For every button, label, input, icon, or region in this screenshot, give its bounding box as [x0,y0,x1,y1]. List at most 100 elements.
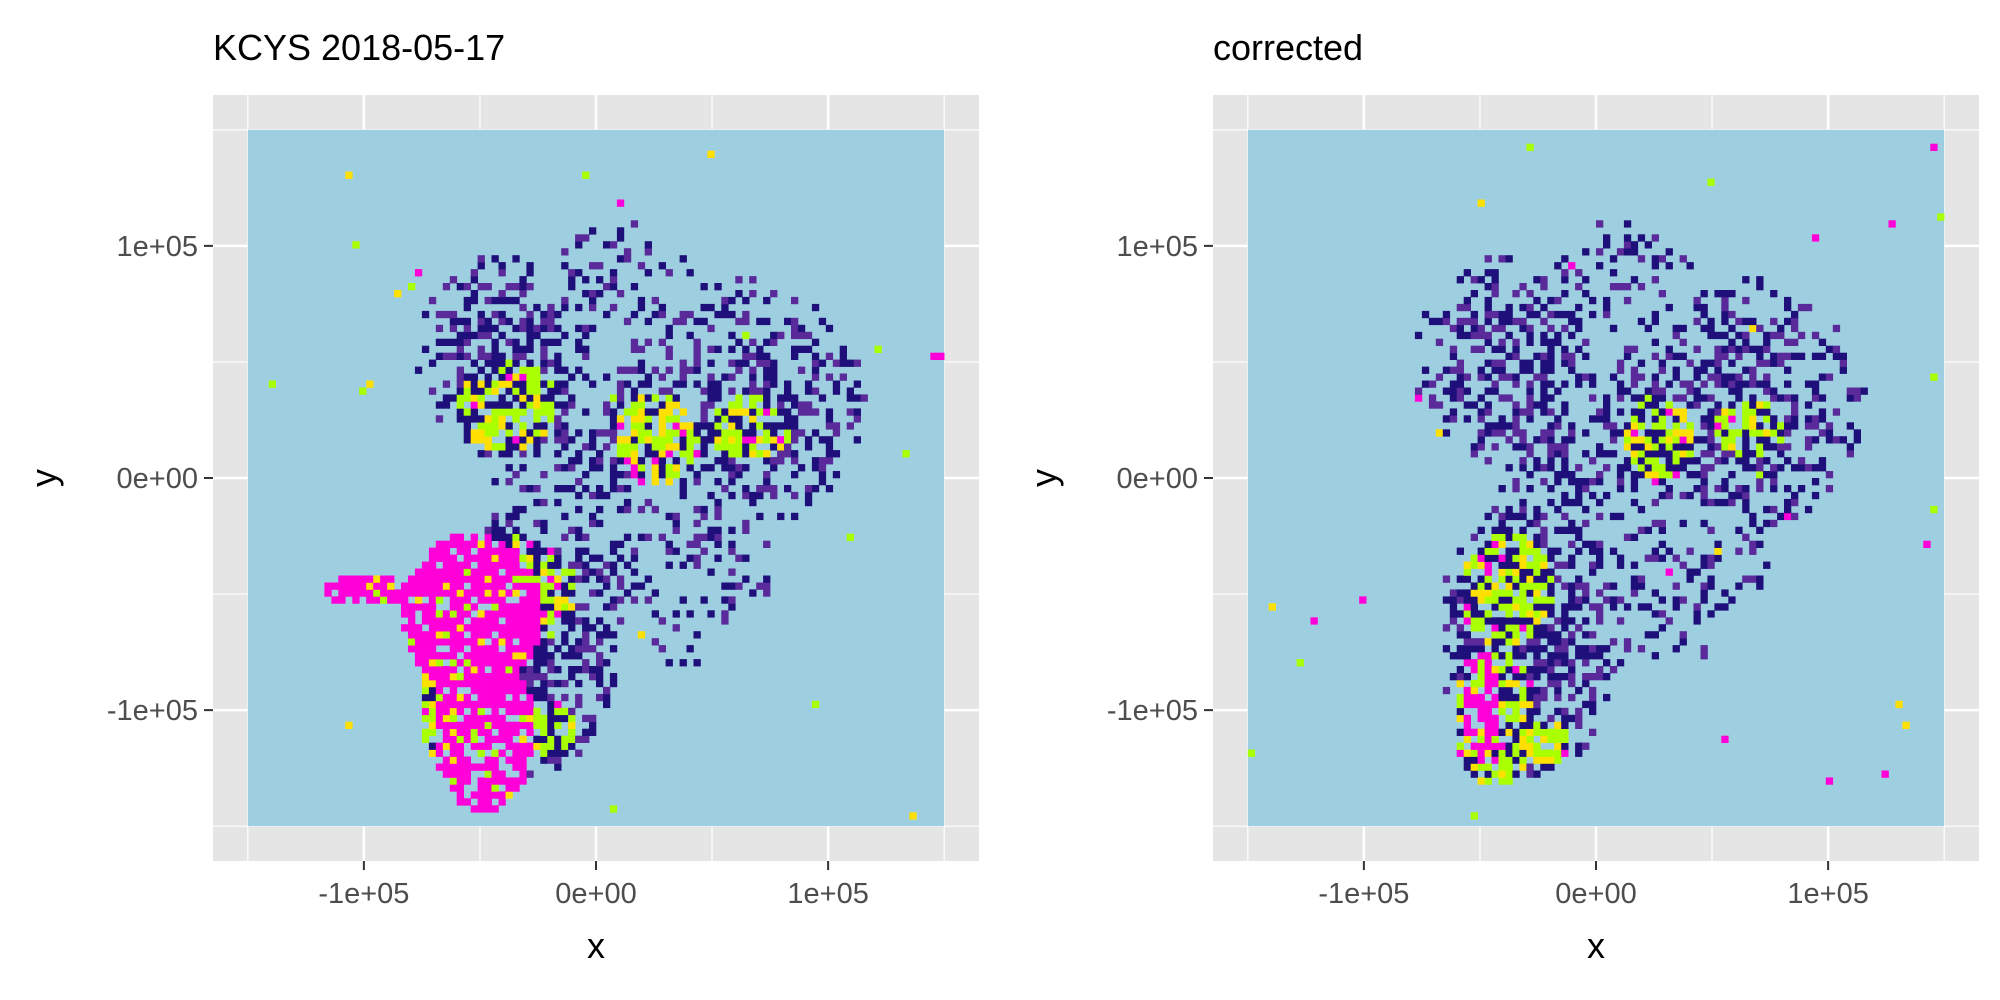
raster-cell [1470,742,1478,750]
raster-cell [735,471,743,479]
raster-cell [547,547,555,555]
raster-cell [1547,568,1555,576]
raster-cell [1735,485,1743,493]
raster-cell [1735,429,1743,437]
raster-cell [804,401,813,409]
raster-cell [1526,519,1534,528]
raster-cell [505,673,513,681]
raster-cell [435,652,444,660]
raster-cell [1672,331,1680,340]
raster-cell [421,700,430,709]
raster-cell [1561,610,1569,618]
raster-cell [1512,617,1520,625]
raster-cell [603,491,611,500]
raster-cell [1554,742,1562,750]
raster-cell [470,415,478,423]
raster-cell [1505,686,1513,695]
raster-cell [1784,338,1792,346]
raster-cell [1679,338,1687,346]
raster-cell [609,679,618,688]
raster-cell [637,478,646,486]
raster-cell [707,150,715,158]
raster-cell [484,296,492,305]
raster-cell [463,338,471,346]
raster-cell [491,526,499,534]
raster-cell [1554,478,1562,486]
raster-cell [672,624,680,632]
raster-cell [1630,561,1639,569]
raster-cell [533,568,541,576]
raster-cell [1505,617,1513,625]
raster-cell [1512,317,1520,326]
raster-cell [1498,624,1506,632]
raster-cell [561,707,569,716]
raster-cell [540,673,548,681]
raster-cell [1498,533,1506,541]
raster-cell [442,547,451,555]
raster-cell [435,547,444,555]
raster-cell [582,645,590,653]
raster-cell [679,373,687,381]
raster-cell [616,255,625,263]
raster-cell [770,290,778,298]
raster-cell [1547,436,1555,444]
raster-cell [1477,645,1485,653]
raster-cell [1575,324,1583,333]
raster-cell [533,540,541,548]
raster-cell [1575,317,1583,326]
raster-cell [1756,526,1764,534]
raster-cell [1784,415,1792,423]
raster-cell [526,582,534,590]
raster-cell [700,415,708,423]
raster-cell [1519,436,1527,444]
raster-cell [568,603,576,611]
raster-cell [498,554,506,562]
x-tick-label: -1e+05 [1318,878,1409,910]
raster-cell [1470,450,1478,458]
raster-cell [1714,443,1722,451]
raster-cell [470,679,478,688]
raster-cell [637,505,646,514]
raster-cell [1700,359,1708,367]
raster-cell [463,380,471,388]
raster-cell [484,652,492,660]
raster-cell [1526,540,1534,548]
raster-cell [1609,638,1618,646]
raster-cell [637,303,646,312]
raster-cell [1637,408,1646,416]
raster-cell [463,652,471,660]
raster-cell [603,561,611,569]
raster-cell [484,735,492,743]
raster-cell [1763,443,1771,451]
raster-cell [526,728,534,736]
raster-cell [589,624,597,632]
raster-cell [1477,707,1485,716]
raster-cell [1770,478,1778,486]
raster-cell [763,450,771,458]
raster-cell [1791,415,1799,423]
raster-cell [491,415,499,423]
raster-cell [1721,422,1729,430]
raster-cell [1679,631,1687,639]
raster-cell [1700,450,1708,458]
raster-cell [1526,366,1534,374]
raster-cell [491,652,499,660]
raster-cell [825,324,834,333]
raster-cell [1589,645,1597,653]
raster-cell [1540,575,1548,583]
raster-cell [1568,471,1576,479]
raster-cell [1484,561,1492,569]
raster-cell [1763,338,1771,346]
raster-cell [373,589,381,597]
raster-cell [770,338,778,346]
raster-cell [1700,471,1708,479]
raster-cell [1589,652,1597,660]
raster-cell [596,693,604,702]
raster-cell [352,575,360,583]
raster-cell [1533,464,1541,472]
raster-cell [596,673,604,681]
raster-cell [1456,547,1464,555]
raster-cell [1491,603,1499,611]
raster-cell [512,345,520,353]
raster-cell [777,422,785,430]
